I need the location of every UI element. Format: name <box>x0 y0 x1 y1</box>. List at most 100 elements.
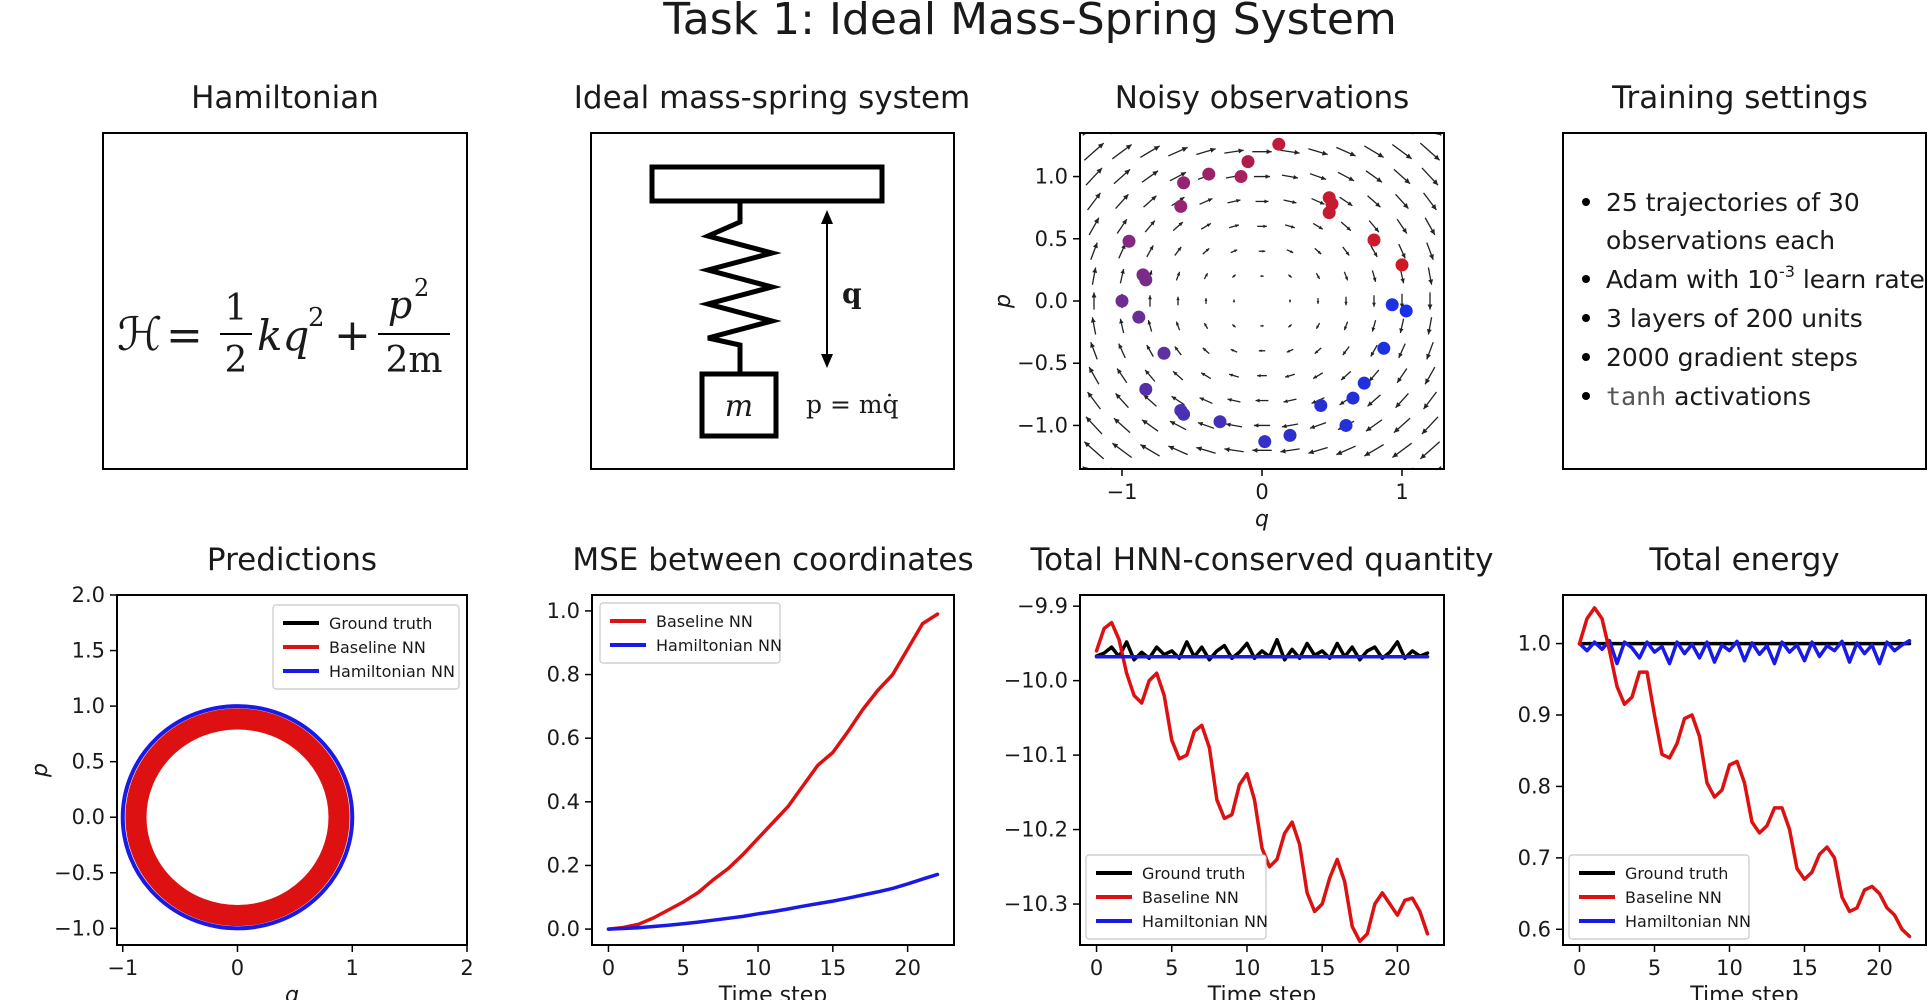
eq-sup1: 2 <box>308 303 325 333</box>
field-arrow-head <box>1093 242 1098 249</box>
field-arrow <box>1060 391 1073 411</box>
field-arrow-head <box>1152 170 1159 176</box>
y-tick-label: 0.6 <box>1518 917 1551 941</box>
x-tick-label: 5 <box>677 956 690 980</box>
y-tick-label: 1.0 <box>1035 165 1068 189</box>
field-arrow <box>1335 471 1358 480</box>
field-arrow-head <box>1090 342 1095 348</box>
field-arrow-head <box>1093 217 1099 224</box>
field-arrow-head <box>1056 440 1062 446</box>
field-arrow-head <box>1289 250 1294 253</box>
x-tick-label: −1 <box>1107 480 1138 504</box>
field-arrow-head <box>1258 349 1262 353</box>
field-arrow <box>1138 468 1140 469</box>
field-arrow-head <box>1348 176 1355 181</box>
field-arrow-head <box>1428 279 1434 285</box>
x-tick-label: 2 <box>460 956 473 980</box>
x-tick-label: 15 <box>819 956 846 980</box>
field-arrow-head <box>1283 399 1288 404</box>
field-arrow-head <box>1066 216 1071 222</box>
field-arrow-head <box>1372 302 1376 307</box>
field-arrow <box>1138 133 1140 134</box>
bullet-icon <box>1582 198 1590 206</box>
field-arrow <box>1060 191 1073 211</box>
field-arrow-head <box>1268 124 1273 129</box>
field-arrow-head <box>1117 368 1122 374</box>
field-arrow-head <box>1176 296 1180 301</box>
field-arrow-head <box>1096 167 1103 174</box>
field-arrow <box>1455 241 1461 261</box>
field-arrow <box>1384 133 1386 134</box>
field-arrow-head <box>1255 398 1260 403</box>
field-arrow-head <box>1371 327 1376 332</box>
field-arrow-head <box>1318 225 1323 230</box>
field-arrow-head <box>1457 255 1462 261</box>
field-arrow-head <box>1323 126 1329 131</box>
y-tick-label: 0.2 <box>547 853 580 877</box>
legend-label: Baseline NN <box>329 638 426 657</box>
bullet-2-sup: -3 <box>1779 262 1795 281</box>
field-arrow-head <box>1223 472 1229 477</box>
field-arrow-head <box>1233 249 1238 253</box>
field-arrow-head <box>1399 303 1405 309</box>
field-arrow <box>1455 341 1461 361</box>
field-arrow-head <box>1122 219 1127 225</box>
field-arrow-head <box>1211 123 1217 128</box>
field-arrow-head <box>1067 191 1072 197</box>
field-arrow-head <box>1286 349 1291 353</box>
field-arrow-head <box>1342 350 1347 356</box>
field-arrow-head <box>1180 172 1187 177</box>
chart-title: MSE between coordinates <box>572 542 973 578</box>
field-arrow-head <box>1419 478 1425 483</box>
x-tick-label: 0 <box>1090 956 1103 980</box>
field-arrow-head <box>1456 280 1461 286</box>
field-arrow-head <box>1232 274 1236 278</box>
bullet-1: 25 trajectories of 30 <box>1606 188 1860 217</box>
legend-label: Baseline NN <box>656 612 753 631</box>
field-arrow-head <box>1344 326 1348 331</box>
bullet-5: tanh activations <box>1606 382 1811 411</box>
eq-plus: + <box>334 310 371 361</box>
y-axis-label: p <box>28 763 53 778</box>
field-arrow-head <box>1307 474 1313 479</box>
figure-title: Task 1: Ideal Mass-Spring System <box>662 0 1397 45</box>
series-line-hamiltonian-nn <box>606 872 940 931</box>
observation-point <box>1122 234 1136 248</box>
field-arrow-head <box>1206 223 1211 227</box>
x-axis-label: q <box>1255 507 1269 532</box>
hamiltonian-title: Hamiltonian <box>191 80 379 116</box>
field-arrow-head <box>1084 441 1091 448</box>
field-arrow-head <box>1153 145 1160 151</box>
field-arrow-head <box>1426 353 1431 360</box>
field-arrow-head <box>1363 476 1369 481</box>
y-tick-label: 1.5 <box>72 639 105 663</box>
x-axis-label: q <box>285 983 299 1000</box>
x-axis-label: Time step <box>718 983 827 1000</box>
field-arrow-head <box>1167 470 1173 475</box>
field-arrow-head <box>1429 254 1434 260</box>
field-arrow-head <box>1141 419 1148 425</box>
plot-frame <box>116 594 468 946</box>
y-tick-label: 0.5 <box>1035 227 1068 251</box>
observation-point <box>1234 170 1248 184</box>
field-arrow-head <box>1112 443 1119 449</box>
observation-point <box>1322 191 1336 205</box>
field-arrow-head <box>1341 375 1346 380</box>
field-arrow-head <box>1123 194 1129 200</box>
field-arrow-head <box>1149 245 1154 251</box>
x-tick-label: 10 <box>1716 956 1743 980</box>
plot-frame <box>1079 594 1445 946</box>
y-tick-label: 0.8 <box>547 663 580 687</box>
x-tick-label: 0 <box>602 956 615 980</box>
bullet-icon <box>1582 314 1590 322</box>
spring-icon <box>698 201 782 374</box>
field-arrow-head <box>1232 299 1236 302</box>
x-tick-label: 5 <box>1165 956 1178 980</box>
field-arrow-head <box>1367 401 1373 407</box>
field-arrow-head <box>1421 428 1428 435</box>
y-tick-label: 0.7 <box>1518 846 1551 870</box>
mass-block <box>699 371 779 439</box>
field-arrow-head <box>1463 131 1469 137</box>
field-arrow-head <box>1404 178 1411 184</box>
y-tick-label: −0.5 <box>1017 351 1068 375</box>
